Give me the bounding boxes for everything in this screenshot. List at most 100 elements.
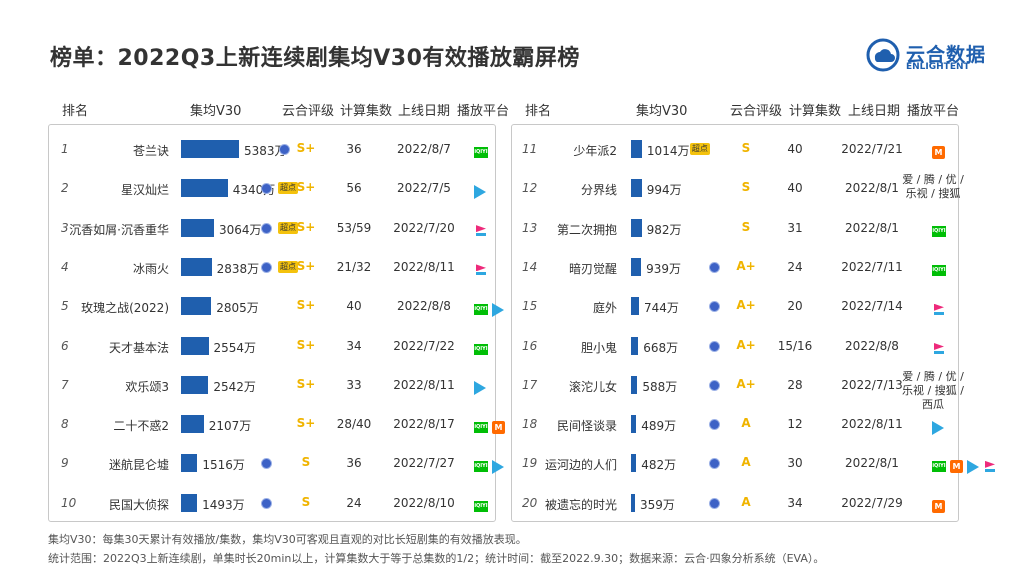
rank-number: 13: [522, 220, 538, 235]
v30-bar: [631, 454, 637, 473]
rating-grade: S: [301, 455, 311, 470]
rank-number: 1: [61, 142, 69, 156]
rating-grade: S+: [296, 337, 316, 352]
episode-count: 40: [787, 181, 803, 196]
network-drama-badge-icon: [709, 301, 720, 313]
drama-title: 滚沱儿女: [568, 379, 617, 394]
episode-count: 34: [787, 495, 803, 510]
drama-title: 暗刃觉醒: [568, 261, 617, 276]
logo-text: 云合数据: [906, 44, 987, 66]
header-rank: 排名: [525, 104, 552, 119]
rank-number: 3: [61, 220, 69, 235]
rating-grade: A+: [736, 376, 756, 391]
episode-count: 20: [787, 299, 803, 314]
v30-value-label: 744万: [644, 301, 679, 316]
platform-icons: iQIYI: [474, 339, 492, 355]
release-date: 2022/7/11: [841, 259, 903, 274]
v30-value-label: 359万: [640, 497, 675, 512]
tencent-platform-icon: [492, 459, 504, 474]
iqiyi-platform-icon: iQIYI: [932, 461, 946, 473]
release-date: 2022/8/7: [397, 142, 451, 156]
episode-count: 34: [346, 338, 362, 353]
episode-count: 36: [346, 142, 362, 156]
network-drama-badge-icon: [279, 144, 290, 155]
table-row: 2 星汉灿烂 4340万 超点 S+ 56 2022/7/5: [49, 171, 495, 210]
header-v30: 集均V30: [190, 104, 242, 119]
table-row: 13 第二次拥抱 982万 S 31 2022/8/1 iQIYI: [512, 211, 958, 250]
release-date: 2022/8/1: [845, 220, 899, 235]
rating-grade: A+: [736, 258, 756, 273]
iqiyi-platform-icon: iQIYI: [932, 264, 946, 276]
v30-bar: [181, 493, 198, 512]
v30-bar: [631, 179, 642, 198]
release-date: 2022/8/8: [397, 299, 451, 314]
v30-value-label: 2554万: [213, 340, 257, 355]
rank-number: 8: [61, 417, 69, 432]
v30-value-label: 1014万: [646, 144, 690, 158]
chaodian-badge: 超点: [278, 260, 298, 273]
network-drama-badge-icon: [709, 419, 720, 431]
platform-icons: iQIYI M: [932, 456, 1001, 474]
logo-subtext: ENLIGHTENT: [906, 62, 970, 72]
header-episodes: 计算集数: [789, 104, 842, 119]
v30-value-label: 588万: [642, 379, 678, 394]
network-drama-badge-icon: [709, 497, 720, 509]
network-drama-badge-icon: [709, 458, 720, 470]
episode-count: 28: [787, 377, 803, 392]
drama-title: 星汉灿烂: [120, 183, 169, 198]
header-grade: 云合评级: [730, 104, 783, 119]
network-drama-badge-icon: [709, 379, 720, 391]
rank-number: 10: [61, 495, 77, 510]
table-row: 17 滚沱儿女 588万 A+ 28 2022/7/13 爱 / 腾 / 优 / 乐视 / …: [512, 368, 964, 411]
page-title: 榜单：2022Q3上新连续剧集均V30有效播放霸屏榜: [50, 46, 580, 71]
episode-count: 28/40: [336, 417, 372, 432]
v30-value-label: 482万: [641, 458, 677, 473]
youku-platform-icon: [932, 303, 946, 317]
network-drama-badge-icon: [261, 183, 272, 195]
drama-title: 欢乐颂3: [125, 379, 169, 394]
table-row: 10 民国大侦探 1493万 S 24 2022/8/10 iQIYI: [49, 486, 495, 525]
platform-icons: [932, 417, 948, 435]
drama-title: 天才基本法: [108, 340, 169, 355]
v30-value-label: 1516万: [202, 458, 245, 473]
v30-bar: [631, 218, 642, 237]
release-date: 2022/7/5: [397, 181, 451, 196]
v30-bar: [181, 179, 228, 198]
rating-grade: S+: [296, 141, 316, 155]
header-platform: 播放平台: [457, 104, 510, 119]
release-date: 2022/7/22: [393, 338, 455, 353]
release-date: 2022/7/21: [841, 142, 903, 156]
episode-count: 15/16: [777, 338, 813, 353]
table-row: 20 被遗忘的时光 359万 A 34 2022/7/29 M: [512, 486, 958, 525]
v30-bar: [181, 415, 204, 434]
platform-icons: iQIYI: [474, 142, 492, 158]
v30-bar: [181, 218, 214, 237]
youku-platform-icon: [932, 342, 946, 356]
drama-title: 民间怪谈录: [556, 419, 617, 434]
network-drama-badge-icon: [261, 261, 272, 273]
tencent-platform-icon: [474, 184, 486, 199]
drama-title: 第二次拥抱: [556, 222, 617, 237]
table-row: 14 暗刃觉醒 939万 A+ 24 2022/7/11 iQIYI: [512, 250, 958, 289]
rank-number: 16: [522, 338, 538, 353]
platform-icons: M: [932, 142, 949, 159]
network-drama-badge-icon: [261, 458, 272, 470]
chaodian-badge: 超点: [689, 143, 710, 155]
rating-grade: S+: [296, 298, 316, 313]
rank-number: 4: [61, 259, 69, 274]
platform-icons: iQIYI: [932, 221, 950, 237]
iqiyi-platform-icon: iQIYI: [474, 304, 488, 316]
rank-number: 14: [522, 259, 538, 274]
drama-title: 苍兰诀: [132, 144, 169, 158]
rating-grade: S: [301, 494, 311, 509]
tencent-platform-icon: [492, 302, 504, 317]
rank-number: 11: [522, 142, 538, 156]
rank-number: 15: [522, 299, 538, 314]
v30-value-label: 2805万: [216, 301, 259, 316]
drama-title: 分界线: [580, 183, 617, 198]
release-date: 2022/8/11: [393, 377, 455, 392]
v30-bar: [631, 297, 639, 316]
rank-number: 18: [522, 417, 538, 432]
release-date: 2022/8/10: [393, 495, 455, 510]
platform-list-text: 爱 / 腾 / 优 / 乐视 / 搜狐 / 西瓜: [902, 369, 964, 411]
